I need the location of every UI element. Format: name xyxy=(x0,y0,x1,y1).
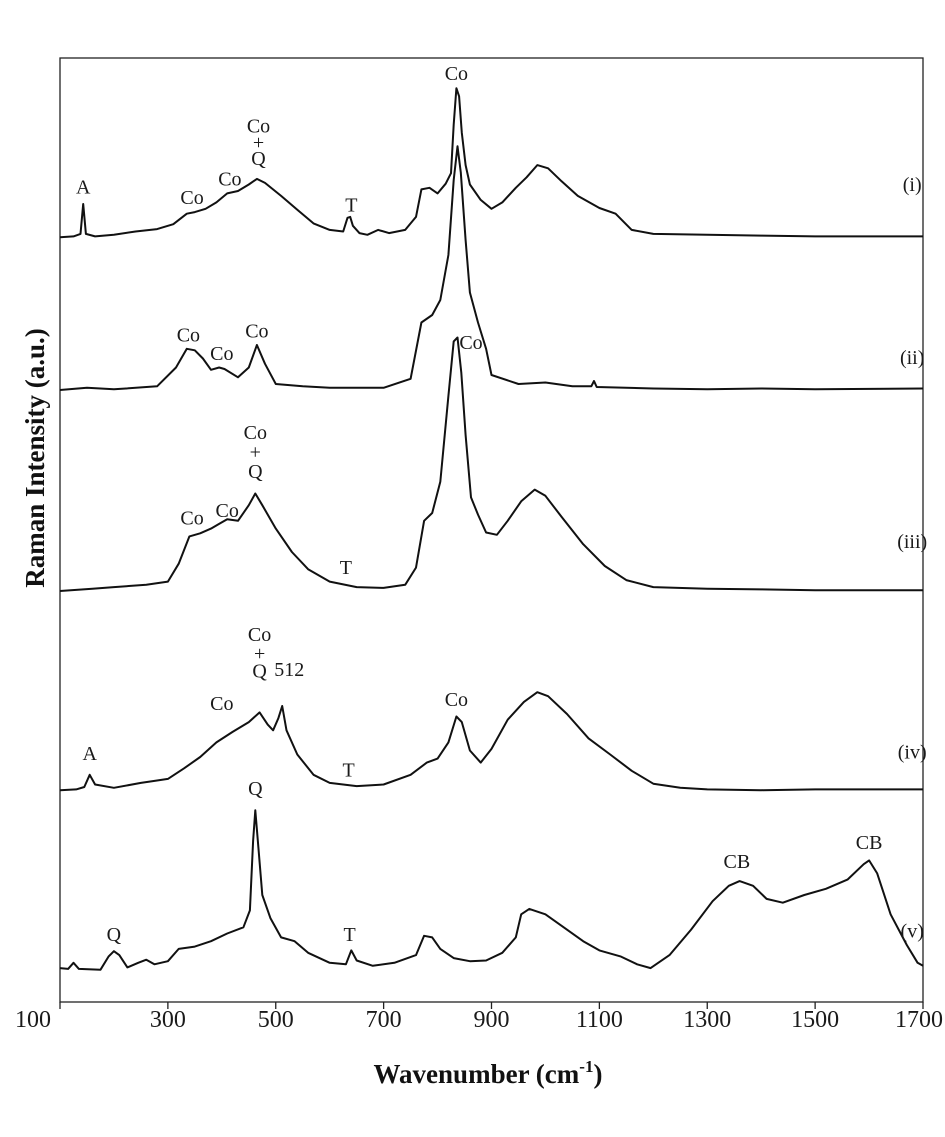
x-tick-label-3: 500 xyxy=(258,1007,294,1033)
peak-label-17: Q xyxy=(248,461,263,483)
peak-label-32: Q xyxy=(107,924,122,946)
y-axis-title: Raman Intensity (a.u.) xyxy=(20,328,50,588)
peak-label-20: T xyxy=(340,557,352,579)
peak-label-26: Co xyxy=(210,693,233,715)
peak-label-1: Co xyxy=(445,63,468,85)
spectrum-line-4 xyxy=(59,691,923,792)
peak-label-15: Co xyxy=(244,422,267,444)
x-tick-label-8: 1500 xyxy=(791,1007,839,1033)
peak-label-6: + xyxy=(253,132,264,154)
x-axis: 100 300 500 700 900 1100 1300 1500 1700 xyxy=(15,1002,943,1033)
x-tick-label-6: 1100 xyxy=(576,1007,623,1033)
x-axis-title-main: Wavenumber (cm xyxy=(374,1059,580,1089)
peak-label-2: A xyxy=(76,176,91,198)
x-axis-title-close: ) xyxy=(593,1059,602,1089)
peak-label-13: Co xyxy=(459,332,482,354)
spectrum-line-1 xyxy=(59,87,923,239)
x-tick-label-1: 100 xyxy=(15,1007,51,1033)
x-tick-label-4: 700 xyxy=(366,1007,402,1033)
peak-label-29: T xyxy=(342,759,354,781)
x-tick-label-2: 300 xyxy=(150,1007,186,1033)
x-tick-label-9: 1700 xyxy=(895,1007,943,1033)
peak-label-4: Co xyxy=(218,168,241,190)
peak-label-35: CB xyxy=(856,832,883,854)
peak-label-18: Co xyxy=(180,508,203,530)
spectrum-line-3 xyxy=(59,336,923,592)
peak-label-12: Co xyxy=(245,321,268,343)
x-tick-label-5: 900 xyxy=(474,1007,510,1033)
peak-label-34: CB xyxy=(724,851,751,873)
peak-label-3: Co xyxy=(180,187,203,209)
peak-label-24: Q xyxy=(252,661,267,683)
peak-label-9: (i) xyxy=(903,174,922,196)
peak-label-31: Q xyxy=(248,778,263,800)
peak-label-27: Co xyxy=(445,689,468,711)
peak-label-23: + xyxy=(254,643,265,665)
peak-label-25: 512 xyxy=(274,659,304,681)
peak-label-8: T xyxy=(345,194,357,216)
peak-label-28: A xyxy=(82,743,97,765)
peak-label-33: T xyxy=(343,924,355,946)
peak-label-5: Co xyxy=(247,116,270,138)
spectrum-line-2 xyxy=(59,145,924,391)
peak-label-19: Co xyxy=(216,500,239,522)
spectrum-line-5 xyxy=(59,809,924,971)
peak-label-11: Co xyxy=(210,343,233,365)
peak-label-30: (iv) xyxy=(898,742,927,764)
x-axis-title: Wavenumber (cm-1) xyxy=(374,1057,603,1089)
peak-label-14: (ii) xyxy=(900,347,924,369)
peak-label-36: (v) xyxy=(901,920,924,942)
peak-label-10: Co xyxy=(177,324,200,346)
peak-label-21: (iii) xyxy=(897,531,927,553)
x-axis-title-superscript: -1 xyxy=(579,1057,593,1076)
x-tick-label-7: 1300 xyxy=(683,1007,731,1033)
peak-label-16: + xyxy=(250,441,261,463)
peak-label-22: Co xyxy=(248,624,271,646)
series-layer xyxy=(59,87,924,971)
peak-label-7: Q xyxy=(251,148,266,170)
